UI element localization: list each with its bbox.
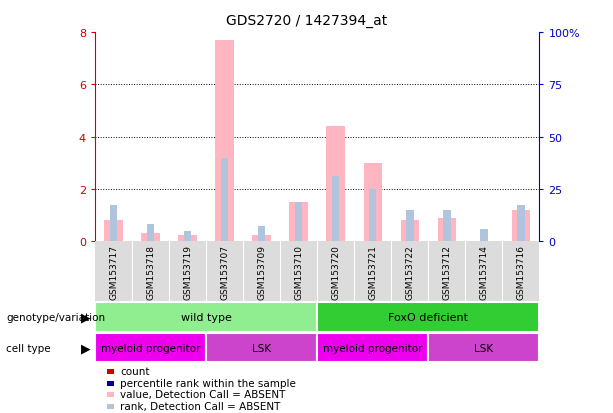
Bar: [318, 333, 428, 363]
Bar: [95, 303, 318, 332]
Text: rank, Detection Call = ABSENT: rank, Detection Call = ABSENT: [120, 401, 281, 411]
Text: GSM153716: GSM153716: [516, 244, 525, 299]
Text: count: count: [120, 366, 150, 376]
Text: myeloid progenitor: myeloid progenitor: [323, 343, 422, 353]
Text: genotype/variation: genotype/variation: [6, 313, 105, 323]
Text: GSM153709: GSM153709: [257, 244, 266, 299]
Text: ▶: ▶: [81, 341, 91, 354]
Bar: [253, 235, 271, 242]
Bar: [428, 333, 539, 363]
Bar: [206, 333, 318, 363]
Bar: [332, 176, 340, 242]
Bar: [147, 225, 154, 242]
Text: GSM153717: GSM153717: [109, 244, 118, 299]
Bar: [142, 234, 160, 242]
Bar: [184, 231, 191, 242]
Bar: [110, 205, 117, 242]
Text: GSM153719: GSM153719: [183, 244, 192, 299]
Text: GSM153710: GSM153710: [294, 244, 303, 299]
Bar: [364, 164, 382, 242]
Text: LSK: LSK: [474, 343, 493, 353]
Bar: [104, 221, 123, 242]
Text: FoxO deficient: FoxO deficient: [388, 313, 468, 323]
Text: GSM153720: GSM153720: [331, 244, 340, 299]
Bar: [517, 205, 525, 242]
Text: GSM153707: GSM153707: [220, 244, 229, 299]
Bar: [295, 202, 302, 242]
Text: GSM153722: GSM153722: [405, 244, 414, 299]
Text: value, Detection Call = ABSENT: value, Detection Call = ABSENT: [120, 389, 286, 399]
Text: GSM153721: GSM153721: [368, 244, 377, 299]
Text: GDS2720 / 1427394_at: GDS2720 / 1427394_at: [226, 14, 387, 28]
Bar: [369, 190, 376, 242]
Bar: [178, 235, 197, 242]
Bar: [95, 333, 206, 363]
Text: LSK: LSK: [252, 343, 271, 353]
Bar: [438, 218, 456, 242]
Bar: [318, 303, 539, 332]
Text: GSM153714: GSM153714: [479, 244, 489, 299]
Bar: [480, 230, 487, 242]
Text: percentile rank within the sample: percentile rank within the sample: [120, 378, 296, 388]
Text: GSM153718: GSM153718: [146, 244, 155, 299]
Text: ▶: ▶: [81, 311, 91, 324]
Bar: [289, 202, 308, 242]
Bar: [327, 127, 345, 242]
Bar: [443, 210, 451, 242]
Bar: [258, 226, 265, 242]
Text: myeloid progenitor: myeloid progenitor: [101, 343, 200, 353]
Bar: [215, 41, 234, 242]
Text: wild type: wild type: [181, 313, 232, 323]
Text: GSM153712: GSM153712: [443, 244, 451, 299]
Bar: [406, 210, 414, 242]
Text: cell type: cell type: [6, 343, 51, 353]
Bar: [221, 158, 229, 242]
Bar: [400, 221, 419, 242]
Bar: [512, 210, 530, 242]
